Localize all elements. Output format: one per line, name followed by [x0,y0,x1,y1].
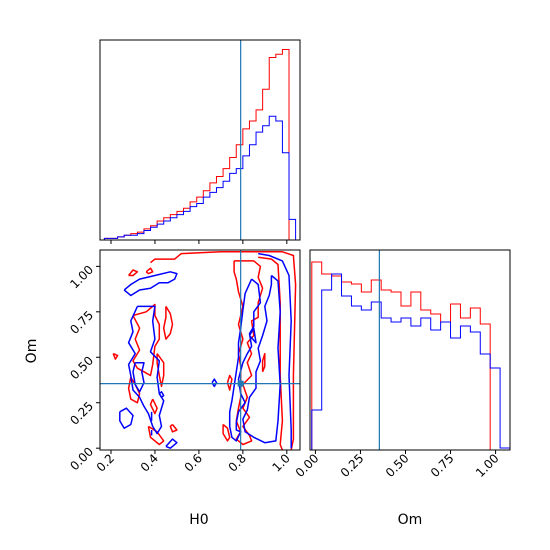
contour-y-tick-label: 0.00 [67,444,96,473]
contour-line-blue [132,361,145,393]
contour-x-tick-label: 0.8 [226,451,249,474]
contour-y-tick-label: 1.00 [67,263,96,292]
om-x-tick-label: 0.25 [338,451,367,480]
contour-line-blue [228,278,262,442]
h0-histogram-blue [103,115,297,240]
om-x-tick-label: 0.75 [428,451,457,480]
contour-line-red [147,425,165,446]
h0-histogram-red [103,49,296,241]
contour-line-red [261,352,266,373]
om-histogram-frame [309,249,511,451]
contour-line-red [226,374,233,391]
contour-line-blue [123,271,178,297]
contour-x-tick-label: 0.6 [182,451,205,474]
contour-line-red [156,353,165,388]
contour-line-red [162,306,174,340]
contour-line-red [149,398,158,415]
contour-line-blue [165,438,178,449]
contour-line-blue [119,407,134,429]
contour-line-blue [158,391,165,399]
h0-om-contour-panel: 0.2 0.4 0.6 0.8 1.0 0.00 0.25 0.50 0.75 1.00 [67,249,301,475]
x-axis-label-om: Om [398,512,423,528]
contour-line-red [222,423,231,442]
contour-line-blue [242,274,281,444]
om-histogram-blue [311,273,511,450]
contour-line-blue [211,378,218,388]
om-x-tick-label: 0.50 [383,451,412,480]
y-axis-label-om: Om [24,339,40,364]
contour-y-tick-label: 0.50 [67,353,96,382]
h0-histogram-frame [99,39,301,241]
om-x-tick-label: 0.00 [293,451,322,480]
contour-frame [99,249,301,451]
contour-line-blue [248,327,257,344]
contour-y-tick-label: 0.75 [67,308,96,337]
contour-x-tick-label: 0.4 [138,451,161,474]
contour-line-red [112,352,119,360]
contour-y-tick-label: 0.25 [67,399,96,428]
contour-x-tick-label: 0.2 [94,451,117,474]
h0-histogram-panel [99,39,301,244]
contour-line-red [258,256,284,451]
contour-line-red [128,269,139,277]
contour-line-red [233,260,264,446]
om-x-tick-label: 1.00 [473,451,502,480]
om-histogram-panel: 0.00 0.25 0.50 0.75 1.00 [293,249,511,480]
contour-x-tick-label: 1.0 [270,451,293,474]
contour-line-red [145,267,154,275]
contour-line-blue [258,252,292,449]
contour-line-blue [127,305,165,435]
contour-line-red [150,251,297,451]
contour-truth-marker [237,380,244,387]
contour-line-red [169,423,178,433]
x-axis-label-h0: H0 [189,512,208,528]
